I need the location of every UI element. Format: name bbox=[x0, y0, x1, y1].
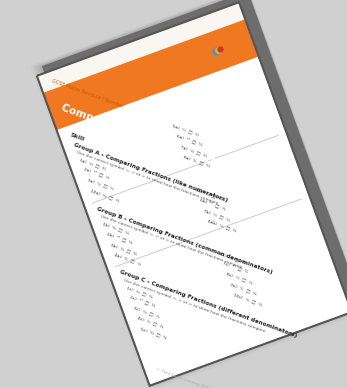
Text: 10a)  ⅛  □  ⅓: 10a) ⅛ □ ⅓ bbox=[90, 188, 120, 203]
Polygon shape bbox=[43, 19, 259, 130]
Text: 4ab)  ¾  □  ⅛: 4ab) ¾ □ ⅛ bbox=[206, 218, 237, 233]
Text: 7a)  ¾  □  ⅓: 7a) ¾ □ ⅓ bbox=[179, 144, 207, 158]
Text: Group B – Comparing Fractions (common denominators): Group B – Comparing Fractions (common de… bbox=[96, 206, 273, 275]
Text: Comparing Fractions – Worksheet: Comparing Fractions – Worksheet bbox=[60, 102, 249, 179]
Polygon shape bbox=[37, 2, 245, 93]
Text: 5c)  ⅔  □  ⅛: 5c) ⅔ □ ⅛ bbox=[140, 326, 168, 340]
Text: 6a)  ⁴⁵  □  ⅓: 6a) ⁴⁵ □ ⅓ bbox=[176, 134, 202, 147]
Text: 7b)  ½  □  ¾: 7b) ½ □ ¾ bbox=[203, 208, 230, 222]
Text: 4b)  ⅚  □  ¾: 4b) ⅚ □ ¾ bbox=[113, 253, 141, 266]
Text: © Third Space Learning 2021. You may photocopy this page.: © Third Space Learning 2021. You may pho… bbox=[155, 367, 269, 388]
Text: 7c)  ⁴⁵  □  ⅚: 7c) ⁴⁵ □ ⅚ bbox=[222, 262, 249, 275]
Text: 2c)  ⁴⁵  □  ⅛: 2c) ⁴⁵ □ ⅛ bbox=[129, 296, 156, 308]
Text: 8a)  ⅚  □  ⅓: 8a) ⅚ □ ⅓ bbox=[183, 154, 211, 168]
Text: Use the correct symbol <, > or = to show how the fractions compare: Use the correct symbol <, > or = to show… bbox=[123, 278, 265, 333]
Text: 6b)  ⁴⁵  □  ¾: 6b) ⁴⁵ □ ¾ bbox=[199, 198, 226, 211]
Text: 1b)  ⅛  □  ¾: 1b) ⅛ □ ¾ bbox=[102, 222, 130, 235]
Text: 5a)  ½  □  ⅓: 5a) ½ □ ⅓ bbox=[172, 124, 200, 137]
Text: Skill: Skill bbox=[69, 132, 85, 142]
Text: 9c)  ⅚  □  ⅛: 9c) ⅚ □ ⅛ bbox=[230, 282, 257, 295]
Text: 4c)  ½  □  ⅛: 4c) ½ □ ⅛ bbox=[137, 316, 164, 329]
Text: 1a)  ¾  □  ⅔: 1a) ¾ □ ⅔ bbox=[79, 158, 107, 171]
Text: Use the correct symbol <, > or = to show how the fractions compare: Use the correct symbol <, > or = to show… bbox=[76, 150, 219, 205]
Text: 3c)  ¾  □  ½: 3c) ¾ □ ½ bbox=[133, 306, 160, 319]
Text: 6c)  ¾  □  ⅛: 6c) ¾ □ ⅛ bbox=[218, 251, 246, 265]
Text: 5b)  ¾  □  ⅛: 5b) ¾ □ ⅛ bbox=[195, 188, 223, 201]
Polygon shape bbox=[37, 2, 347, 386]
Text: GCSE Maths Revision | Number: GCSE Maths Revision | Number bbox=[51, 78, 125, 109]
Text: 3a)  ¾  □  ½: 3a) ¾ □ ½ bbox=[86, 178, 114, 191]
Text: 10c)  ¾  □  ⅛: 10c) ¾ □ ⅛ bbox=[233, 292, 263, 307]
Text: Group C – Comparing Fractions (different denominators): Group C – Comparing Fractions (different… bbox=[119, 270, 298, 339]
Text: 1c)  ¾  □  ⅛: 1c) ¾ □ ⅛ bbox=[125, 285, 153, 298]
Polygon shape bbox=[37, 0, 347, 385]
Polygon shape bbox=[42, 0, 347, 380]
Text: 2a)  ⁴⁵  □  ¾: 2a) ⁴⁵ □ ¾ bbox=[83, 168, 110, 181]
Text: 8c)  ½  □  ¾: 8c) ½ □ ¾ bbox=[226, 272, 253, 285]
Polygon shape bbox=[42, 0, 347, 380]
Text: Group A – Comparing Fractions (like numerators): Group A – Comparing Fractions (like nume… bbox=[73, 142, 228, 203]
Polygon shape bbox=[40, 0, 347, 382]
Text: Use the correct symbol <, > or = to show how the fractions compare: Use the correct symbol <, > or = to show… bbox=[100, 215, 243, 270]
Text: 3b)  ¾  □  ⅛: 3b) ¾ □ ⅛ bbox=[110, 242, 137, 255]
Text: 2b)  ⁴⁵  □  ⅛: 2b) ⁴⁵ □ ⅛ bbox=[106, 232, 133, 245]
